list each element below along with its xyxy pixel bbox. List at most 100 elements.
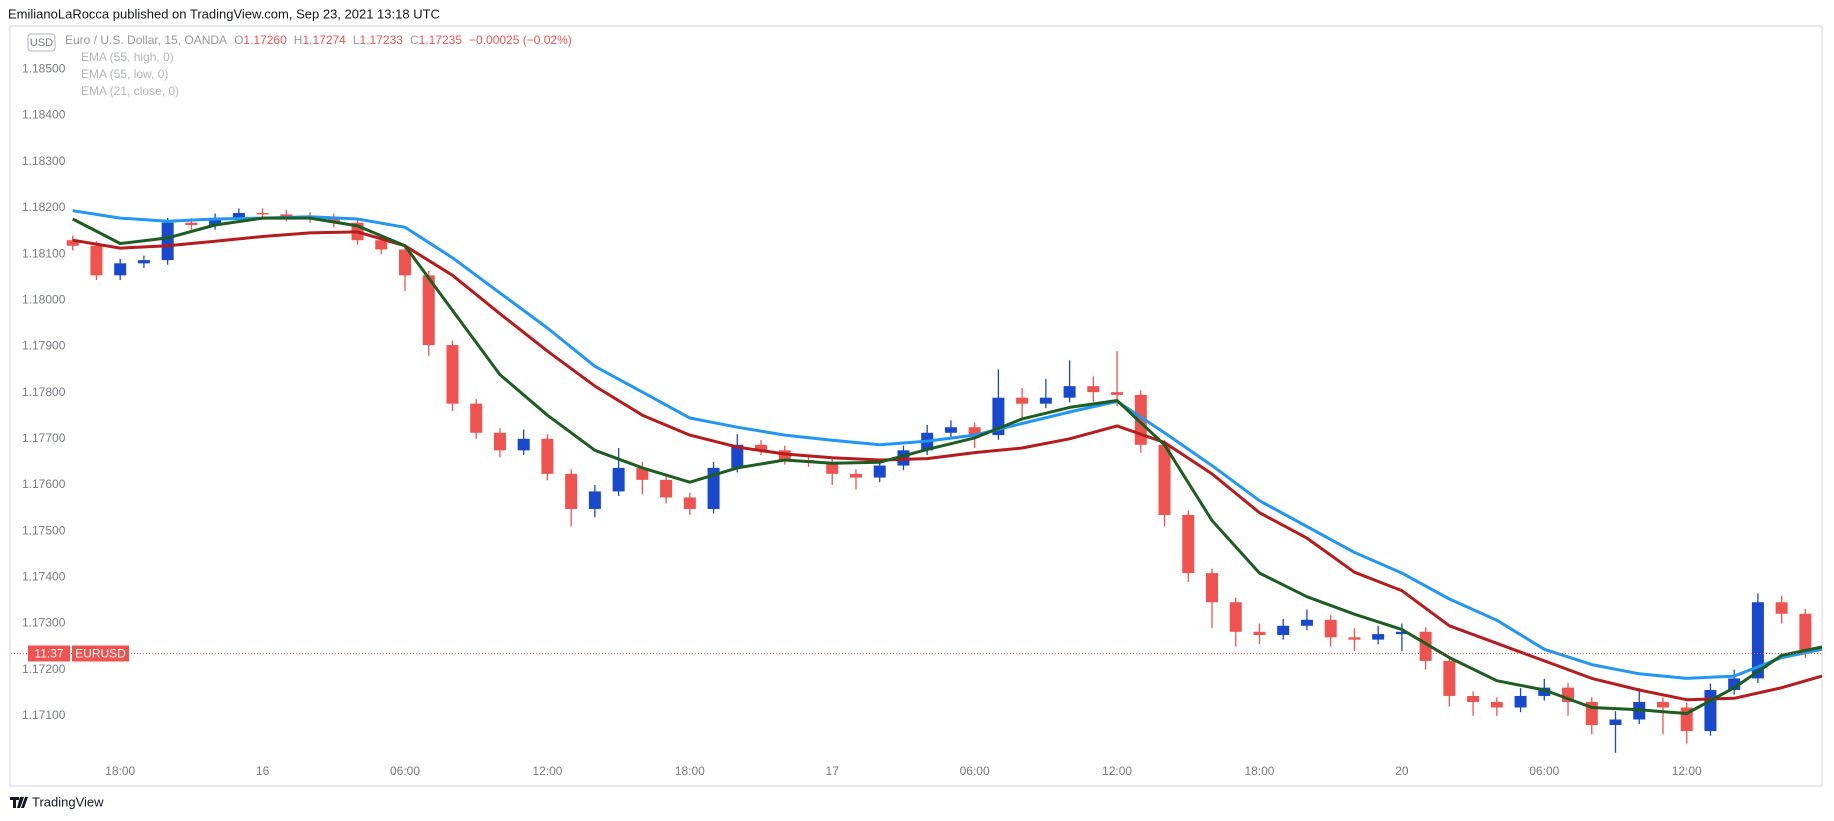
candle-body	[826, 462, 839, 474]
candle-body	[1751, 602, 1764, 679]
publish-title: EmilianoLaRocca published on TradingView…	[8, 6, 440, 21]
candle-body	[873, 465, 886, 478]
candle-body	[849, 473, 862, 478]
candle-body	[446, 345, 459, 404]
candle-body	[1467, 695, 1480, 702]
x-tick-label: 06:00	[960, 764, 990, 778]
candle-body	[755, 444, 768, 451]
y-tick-label: 1.18200	[22, 200, 66, 214]
ohlc-label: H	[294, 33, 303, 47]
x-tick-label: 18:00	[105, 764, 135, 778]
change: −0.00025 (−0.02%)	[469, 33, 572, 47]
legend: Euro / U.S. Dollar, 15, OANDA O1.17260 H1.…	[65, 33, 572, 98]
candle-body	[375, 240, 388, 250]
y-tick-label: 1.17700	[22, 431, 66, 445]
x-tick-label: 12:00	[532, 764, 562, 778]
x-tick-label: 16	[256, 764, 270, 778]
footer: TradingView	[32, 794, 104, 809]
candle-body	[1799, 613, 1812, 654]
x-tick-label: 06:00	[390, 764, 420, 778]
candle-body	[707, 467, 720, 509]
candle-body	[636, 467, 649, 480]
candle-body	[968, 427, 981, 436]
last-price: 11:37 EURUSD	[11, 645, 1822, 662]
candle-body	[256, 212, 269, 215]
candle-body	[1063, 386, 1076, 398]
indicator-legend: EMA (55, low, 0)	[81, 67, 168, 81]
last-price-symbol-box	[72, 645, 129, 662]
y-tick-label: 1.17400	[22, 569, 66, 583]
candle-body	[90, 245, 103, 276]
candle-body	[944, 427, 957, 433]
axes: 1.17100 1.17200 1.17300 1.17400 1.17500 1.176…	[22, 62, 1702, 779]
candle-body	[1087, 386, 1100, 393]
candle-body	[1656, 701, 1669, 708]
y-tick-label: 1.18400	[22, 108, 66, 122]
candle-body	[517, 438, 530, 451]
ohlc-value: 1.17260	[243, 33, 287, 47]
y-tick-label: 1.17200	[22, 662, 66, 676]
candle-body	[1206, 573, 1219, 603]
ohlc-label: L	[353, 33, 360, 47]
candle-body	[660, 479, 673, 498]
candle-body	[1372, 634, 1385, 640]
candle-body	[114, 263, 127, 276]
y-tick-label: 1.17900	[22, 339, 66, 353]
candle-body	[1253, 631, 1266, 636]
candle-body	[185, 222, 198, 226]
candle-body	[161, 222, 174, 261]
ohlc-label: C	[410, 33, 419, 47]
candle-body	[280, 214, 293, 217]
candle-body	[1016, 397, 1029, 404]
ohlc-value: 1.17235	[419, 33, 463, 47]
candle-body	[541, 438, 554, 474]
ema-line	[72, 209, 1823, 680]
plot-frame	[9, 25, 1823, 787]
x-tick-label: 12:00	[1102, 764, 1132, 778]
y-tick-label: 1.18300	[22, 154, 66, 168]
y-tick-label: 1.17500	[22, 523, 66, 537]
candle-body	[1111, 392, 1124, 395]
candle-body	[1443, 660, 1456, 696]
plot	[66, 208, 1823, 753]
currency-box	[27, 33, 56, 52]
candle-body	[1728, 678, 1741, 690]
candle-body	[327, 218, 340, 223]
candle-body	[1158, 444, 1171, 515]
x-tick-label: 17	[826, 764, 840, 778]
y-tick-label: 1.18100	[22, 246, 66, 260]
last-price-time: 11:37	[34, 647, 63, 661]
y-tick-label: 1.17800	[22, 385, 66, 399]
x-tick-label: 20	[1395, 764, 1409, 778]
candle-body	[470, 403, 483, 433]
candle-body	[493, 432, 506, 451]
candle-body	[422, 275, 435, 346]
candle-body	[1229, 602, 1242, 632]
ohlc-label: O	[234, 33, 243, 47]
candle-body	[683, 497, 696, 509]
symbol-title: Euro / U.S. Dollar, 15, OANDA	[65, 33, 227, 47]
candle-body	[232, 212, 245, 219]
indicator-legend: EMA (55, high, 0)	[81, 50, 174, 64]
candle-body	[1775, 602, 1788, 614]
candle-body	[1348, 637, 1361, 640]
candle-body	[565, 473, 578, 509]
candle-body	[1704, 689, 1717, 732]
candle-body	[137, 260, 150, 264]
y-tick-label: 1.18000	[22, 292, 66, 306]
candle-body	[1538, 687, 1551, 696]
x-tick-label: 18:00	[1244, 764, 1274, 778]
candle-body	[1039, 397, 1052, 404]
symbol-legend: Euro / U.S. Dollar, 15, OANDA O1.17260 H1.…	[65, 33, 572, 47]
candle-body	[731, 444, 744, 468]
candle-body	[399, 249, 412, 276]
y-tick-label: 1.17300	[22, 616, 66, 630]
ohlc-value: 1.17274	[302, 33, 346, 47]
candle-body	[1300, 619, 1313, 626]
candle-body	[1277, 625, 1290, 636]
candle-body	[1182, 514, 1195, 574]
y-tick-label: 1.18500	[22, 62, 66, 76]
candle-body	[1609, 719, 1622, 726]
